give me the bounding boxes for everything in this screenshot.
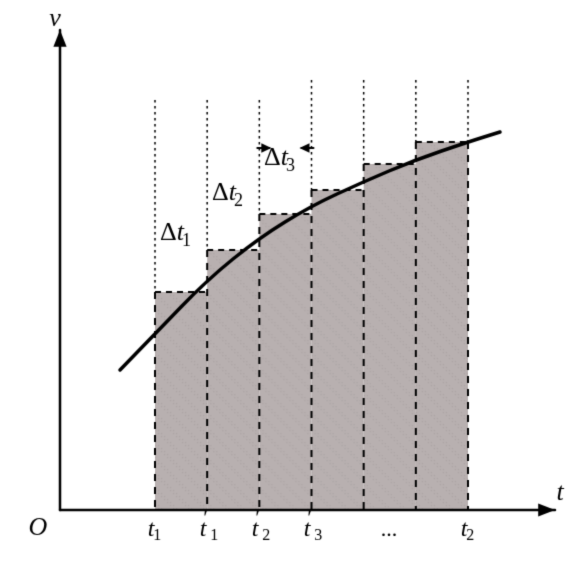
riemann-sum-diagram <box>0 0 587 565</box>
